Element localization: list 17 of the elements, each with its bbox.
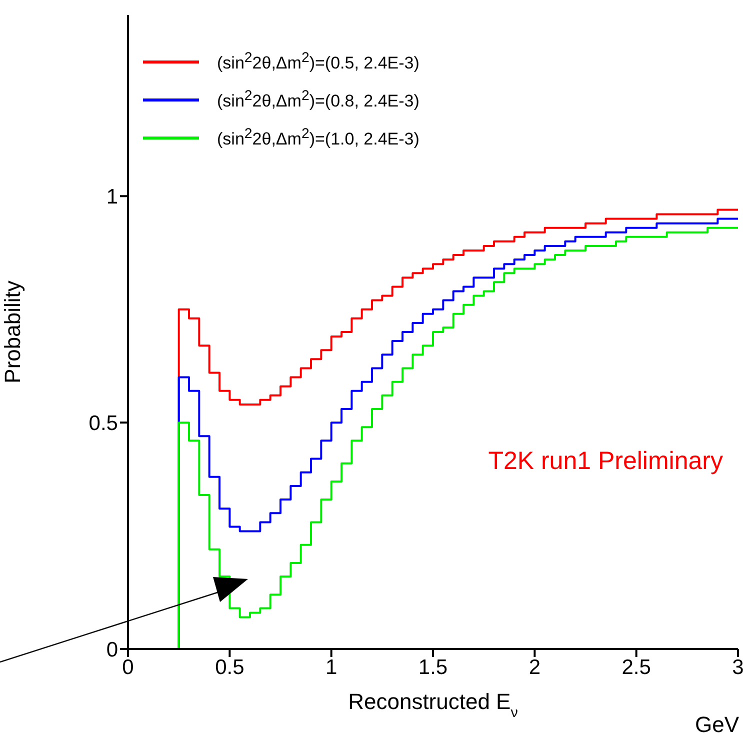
- x-axis-title: Reconstructed E$_{ν}$: [348, 689, 518, 721]
- y-axis-title: Probability: [0, 280, 25, 384]
- x-tick-label: 1: [325, 656, 338, 679]
- x-tick-label: 0.5: [215, 656, 244, 679]
- x-tick-label: 2.5: [622, 656, 651, 679]
- x-tick-label: 1.5: [418, 656, 448, 679]
- x-tick-label: 3: [732, 656, 743, 679]
- annotation: T2K run1 Preliminary: [488, 447, 723, 476]
- legend-label: (sin$^{2}$2θ,Δm$^{2}$)=(0.5, 2.4E-3): [217, 50, 420, 74]
- legend-label: (sin$^{2}$2θ,Δm$^{2}$)=(1.0, 2.4E-3): [217, 126, 420, 150]
- y-tick-label: 1: [106, 186, 118, 209]
- y-tick-label: 0: [106, 638, 118, 662]
- y-tick-label: 0.5: [88, 412, 118, 436]
- x-tick-label: 2: [528, 656, 541, 679]
- legend-label: (sin$^{2}$2θ,Δm$^{2}$)=(0.8, 2.4E-3): [217, 88, 420, 112]
- x-tick-label: 0: [122, 656, 134, 679]
- text: GeV: [694, 712, 739, 738]
